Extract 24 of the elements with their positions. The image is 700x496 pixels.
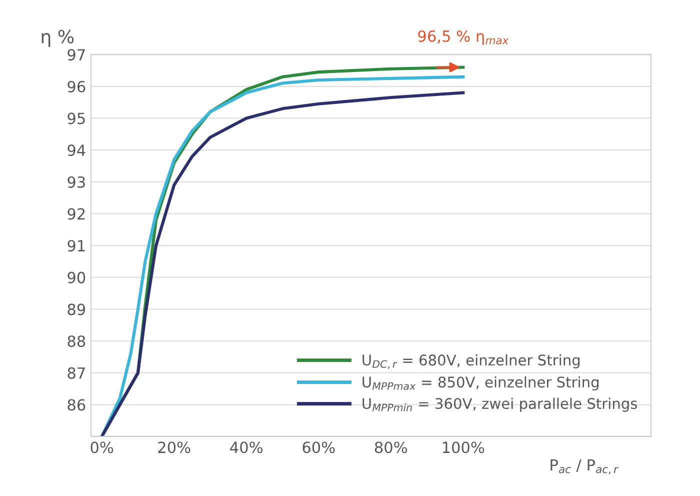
y-tick-label: 97 (68, 49, 85, 61)
legend-label: U$_{MPPmin}$ = 360V, zwei parallele Strings (362, 398, 638, 412)
y-tick-label: 95 (68, 112, 85, 124)
y-tick-label: 94 (68, 144, 86, 156)
annotation: 96,5 % η$_{max}$ (418, 30, 509, 45)
y-tick-label: 90 (68, 272, 86, 284)
y-tick-label: 88 (68, 335, 86, 348)
legend-label: U$_{MPPmax}$ = 850V, einzelner String (362, 376, 599, 390)
x-tick-label: 40% (230, 442, 262, 454)
y-tick-label: 89 (68, 304, 86, 316)
y-tick-label: 96 (68, 80, 86, 92)
x-tick-label: 100% (442, 442, 484, 454)
y-tick-label: 92 (68, 208, 85, 220)
legend-label: U$_{DC,r}$ = 680V, einzelner String (362, 354, 580, 369)
y-tick-label: 93 (68, 176, 85, 188)
y-tick-label: 87 (68, 367, 85, 379)
y-tick-label: 86 (68, 399, 86, 411)
x-tick-label: 80% (374, 442, 408, 454)
x-tick-label: 60% (302, 442, 335, 454)
x-tick-label: 0% (90, 442, 114, 454)
x-tick-label: 20% (158, 442, 190, 454)
y-axis-title: η % (42, 30, 74, 47)
x-axis-title: P$_{ac}$ / P$_{ac,r}$ (550, 459, 618, 474)
y-tick-label: 91 (68, 240, 85, 252)
